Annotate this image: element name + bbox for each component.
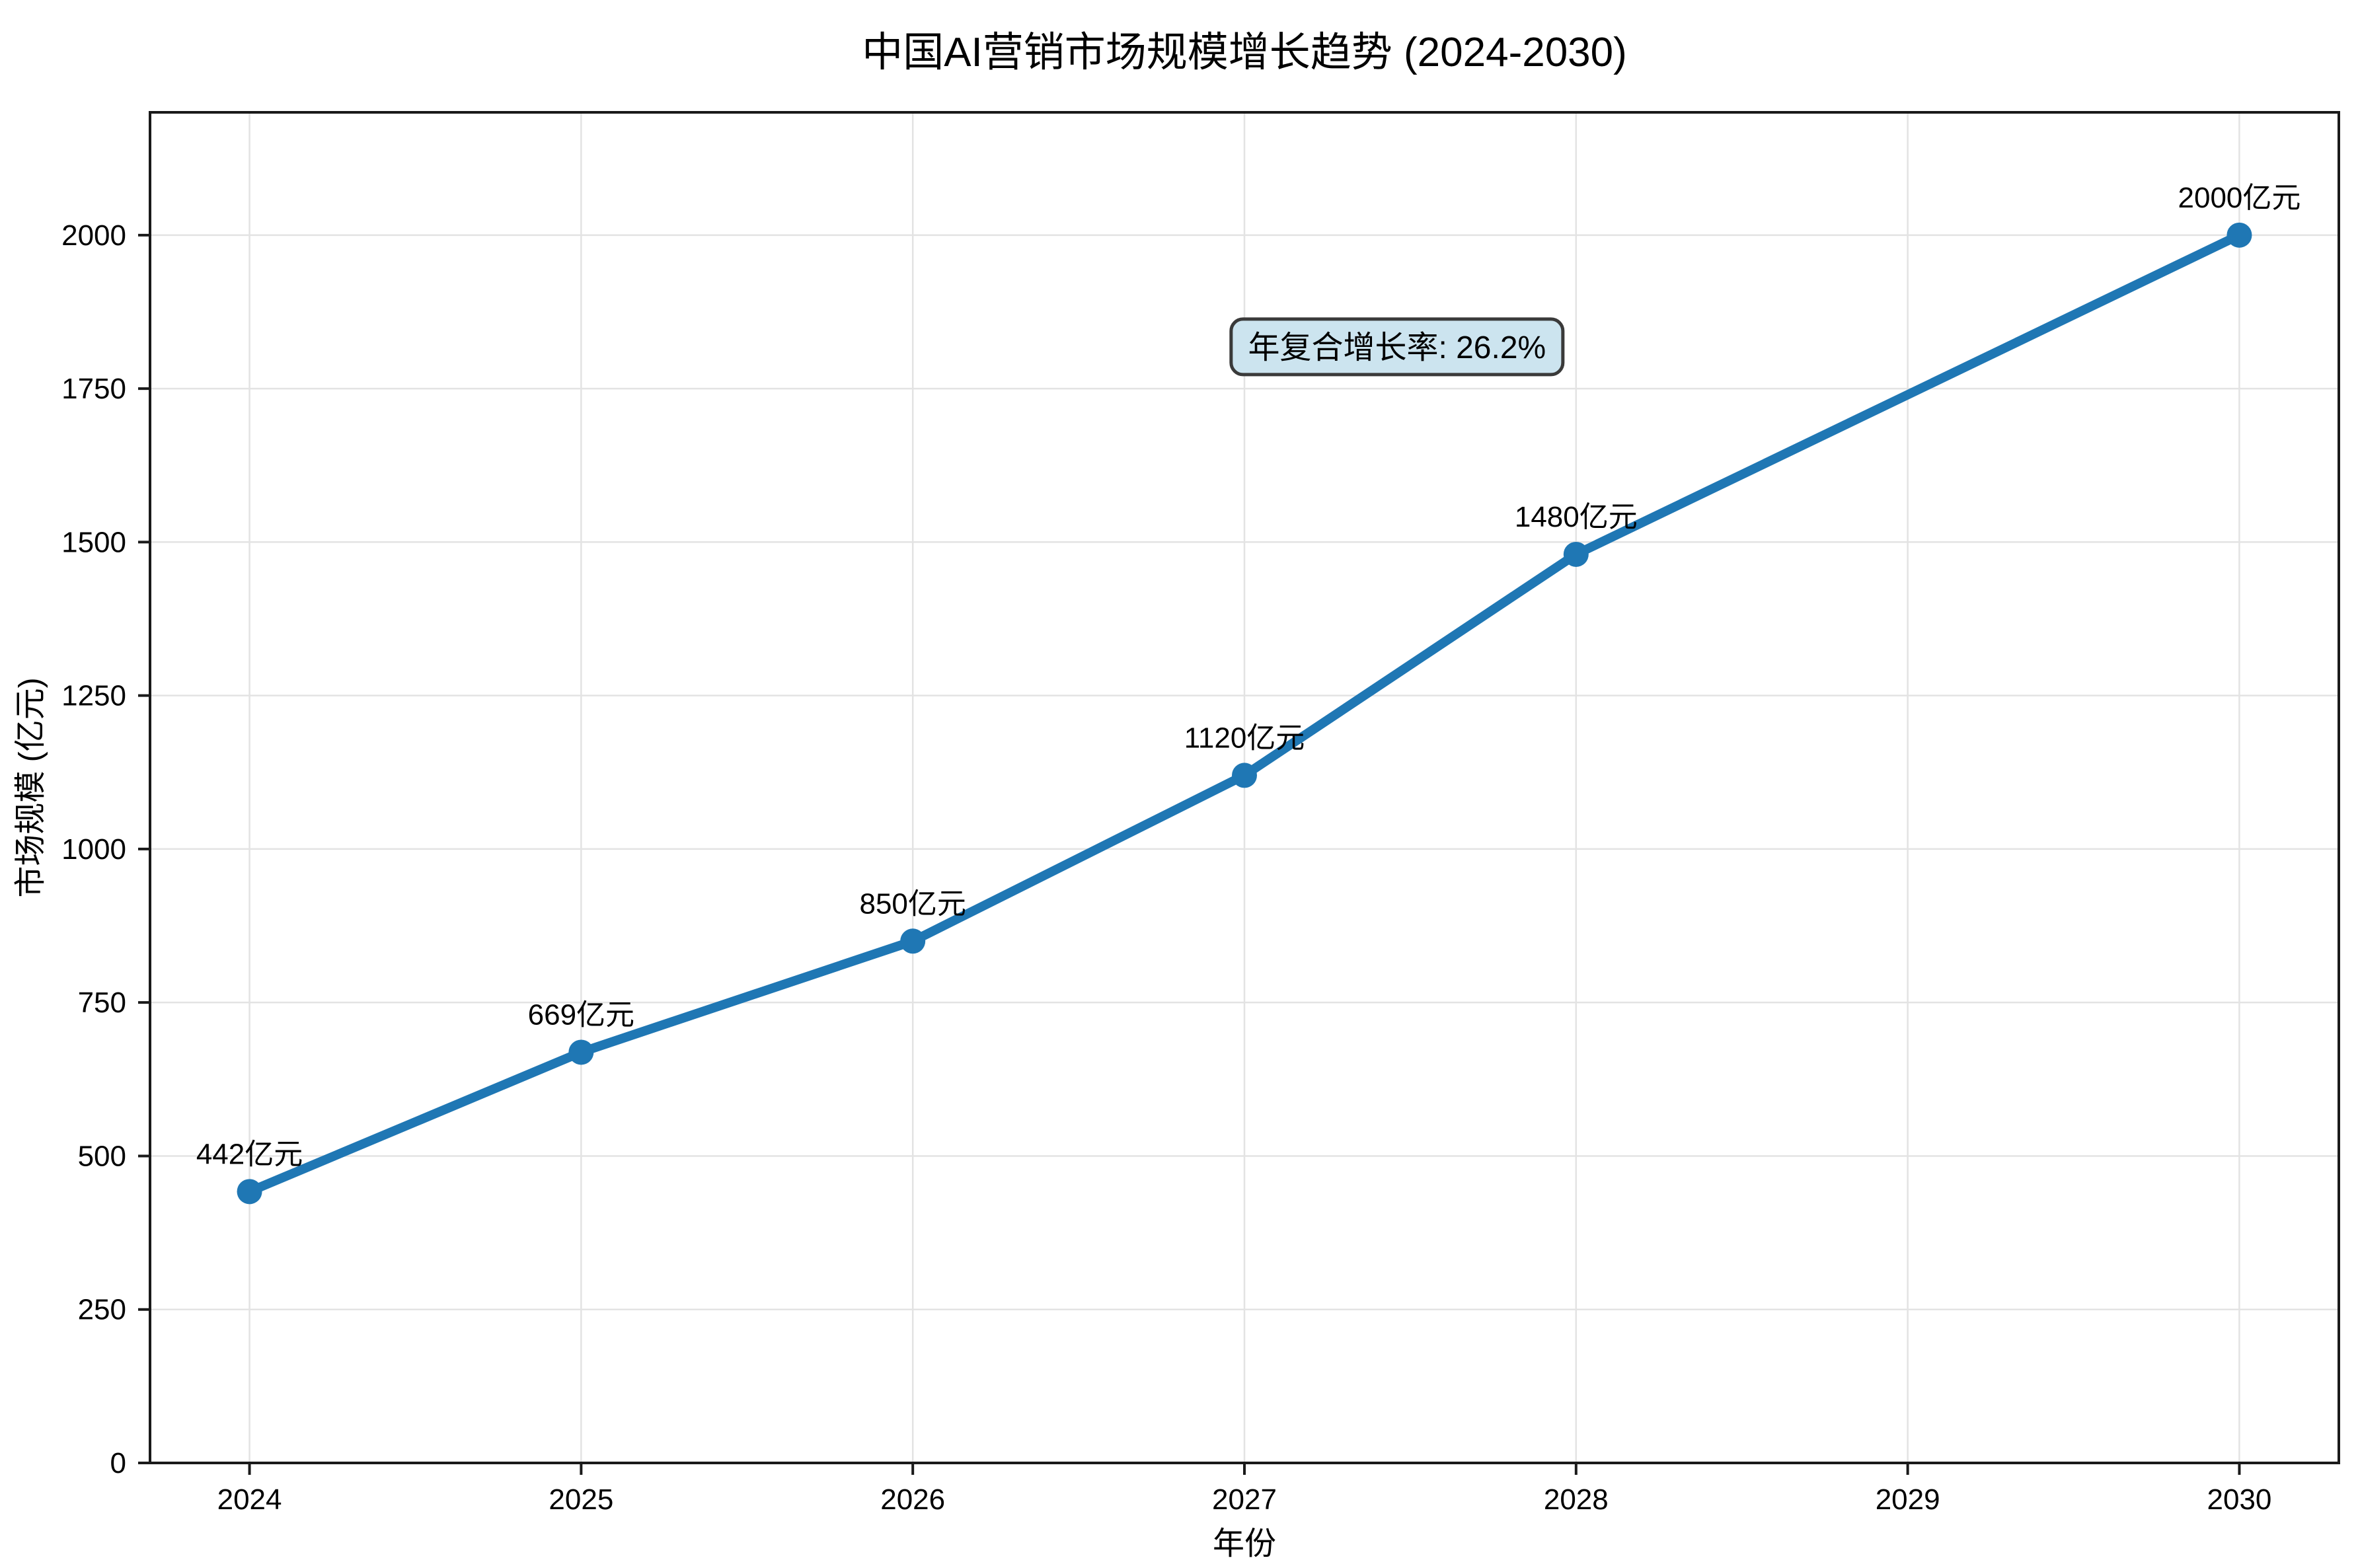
x-tick-label-2030: 2030 xyxy=(2207,1483,2272,1516)
x-axis-label: 年份 xyxy=(1213,1526,1276,1561)
y-tick-labels: 0 250 500 750 1000 1250 1500 1750 2000 xyxy=(61,219,126,1479)
x-tick-labels: 2024 2025 2026 2027 2028 2029 2030 xyxy=(217,1483,2272,1516)
chart-title: 中国AI营销市场规模增长趋势 (2024-2030) xyxy=(862,30,1627,75)
x-tick-label-2027: 2027 xyxy=(1212,1483,1277,1516)
data-point-labels: 442亿元 669亿元 850亿元 1120亿元 1480亿元 2000亿元 xyxy=(196,182,2301,1171)
point-label-2026: 850亿元 xyxy=(859,887,966,920)
y-tick-label-1250: 1250 xyxy=(61,680,126,712)
y-tick-label-1000: 1000 xyxy=(61,833,126,866)
y-tick-label-2000: 2000 xyxy=(61,219,126,252)
point-label-2027: 1120亿元 xyxy=(1184,722,1305,754)
x-tick-label-2025: 2025 xyxy=(549,1483,613,1516)
point-label-2028: 1480亿元 xyxy=(1515,501,1638,533)
cagr-annotation: 年复合增长率: 26.2% xyxy=(1229,317,1565,377)
y-tick-marks xyxy=(138,233,150,1464)
cagr-annotation-box xyxy=(1229,317,1565,377)
x-tick-label-2029: 2029 xyxy=(1876,1483,1940,1516)
y-tick-label-1500: 1500 xyxy=(61,526,126,558)
point-label-2024: 442亿元 xyxy=(196,1138,303,1170)
x-tick-label-2028: 2028 xyxy=(1544,1483,1609,1516)
y-tick-label-250: 250 xyxy=(78,1294,126,1326)
y-axis-label: 市场规模 (亿元) xyxy=(13,677,48,897)
x-tick-label-2026: 2026 xyxy=(880,1483,945,1516)
x-tick-marks xyxy=(248,1463,2241,1475)
y-tick-label-500: 500 xyxy=(78,1140,126,1172)
plot-frame xyxy=(149,111,2340,1464)
marker-2024 xyxy=(237,1179,262,1205)
marker-2030 xyxy=(2226,222,2252,248)
series-line xyxy=(245,230,2244,1197)
marker-2027 xyxy=(1232,763,1257,788)
x-tick-label-2024: 2024 xyxy=(217,1483,282,1516)
y-tick-label-750: 750 xyxy=(78,987,126,1019)
point-label-2025: 669亿元 xyxy=(528,998,634,1031)
marker-2025 xyxy=(568,1039,594,1065)
data-point-markers xyxy=(237,222,2252,1205)
marker-2026 xyxy=(900,928,926,954)
y-tick-label-0: 0 xyxy=(110,1447,126,1479)
y-tick-label-1750: 1750 xyxy=(61,373,126,405)
point-label-2030: 2000亿元 xyxy=(2178,182,2301,214)
marker-2028 xyxy=(1563,541,1589,567)
cagr-annotation-text: 年复合增长率: 26.2% xyxy=(1248,330,1546,365)
